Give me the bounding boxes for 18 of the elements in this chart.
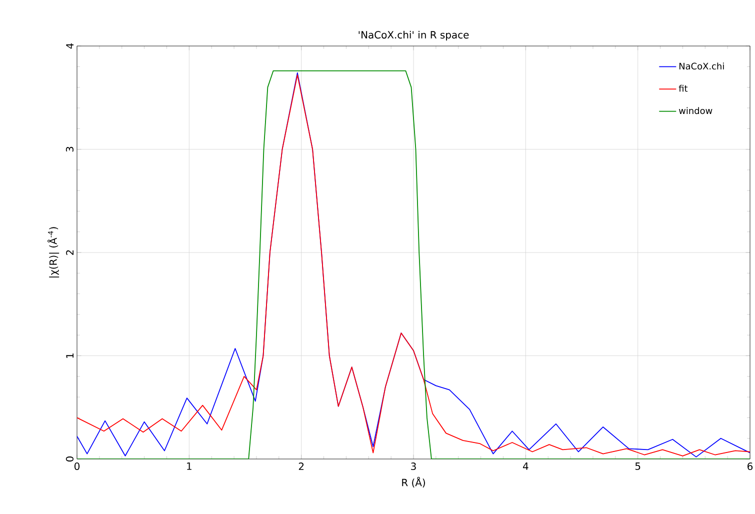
x-tick-label: 2 (298, 462, 304, 470)
x-tick-label: 0 (74, 462, 80, 470)
x-tick-label: 6 (748, 462, 753, 470)
y-tick-label: 2 (66, 250, 74, 255)
x-tick-label: 1 (187, 462, 192, 470)
legend-label: window (678, 107, 712, 114)
y-tick-label: 4 (66, 43, 74, 49)
x-tick-label: 3 (411, 462, 416, 470)
chart-title: 'NaCoX.chi' in R space (358, 30, 469, 41)
x-axis-title: R (Å) (402, 476, 425, 488)
legend-label: fit (678, 84, 688, 92)
y-tick-label: 0 (66, 456, 74, 462)
y-tick-label: 3 (66, 146, 74, 152)
x-tick-label: 4 (522, 462, 528, 470)
y-tick-label: 1 (66, 353, 74, 358)
y-axis-title: |χ(R)| (Å$^{-4}$) (48, 227, 60, 278)
legend-label: NaCoX.chi (679, 62, 724, 70)
x-tick-label: 5 (635, 462, 640, 470)
